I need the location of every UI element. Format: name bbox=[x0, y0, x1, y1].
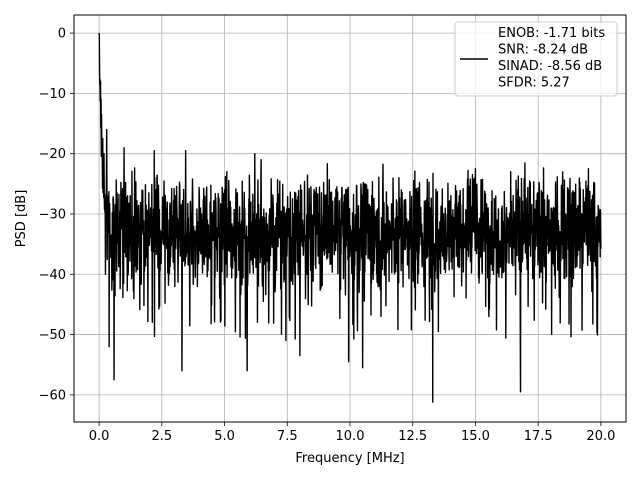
legend-sfdr: SFDR: 5.27 bbox=[498, 76, 570, 91]
y-tick-label: −50 bbox=[39, 328, 66, 343]
x-tick-label: 20.0 bbox=[586, 429, 615, 444]
y-tick-label: −20 bbox=[39, 147, 66, 162]
legend-snr: SNR: -8.24 dB bbox=[498, 43, 588, 58]
x-tick-label: 10.0 bbox=[336, 429, 365, 444]
x-tick-label: 15.0 bbox=[461, 429, 490, 444]
x-tick-label: 17.5 bbox=[524, 429, 553, 444]
y-tick-label: 0 bbox=[58, 27, 66, 42]
y-tick-label: −40 bbox=[39, 268, 66, 283]
y-tick-label: −30 bbox=[39, 207, 66, 222]
ticks: 0.0 2.5 5.0 7.5 10.0 12.5 15.0 17.5 20.0 0 −10 −20 −… bbox=[39, 27, 616, 444]
x-tick-label: 2.5 bbox=[151, 429, 172, 444]
x-tick-label: 12.5 bbox=[398, 429, 427, 444]
legend: ENOB: -1.71 bits SNR: -8.24 dB SINAD: -8… bbox=[454, 21, 618, 97]
x-axis-label: Frequency [MHz] bbox=[295, 451, 404, 466]
x-tick-label: 0.0 bbox=[89, 429, 110, 444]
legend-box bbox=[454, 21, 618, 97]
legend-enob: ENOB: -1.71 bits bbox=[498, 26, 605, 41]
y-tick-label: −10 bbox=[39, 87, 66, 102]
y-tick-label: −60 bbox=[39, 388, 66, 403]
x-tick-label: 5.0 bbox=[214, 429, 235, 444]
legend-sinad: SINAD: -8.56 dB bbox=[498, 59, 602, 74]
psd-series-line bbox=[98, 33, 602, 403]
y-axis-label: PSD [dB] bbox=[14, 190, 29, 248]
x-tick-label: 7.5 bbox=[277, 429, 298, 444]
series-layer bbox=[98, 33, 602, 403]
